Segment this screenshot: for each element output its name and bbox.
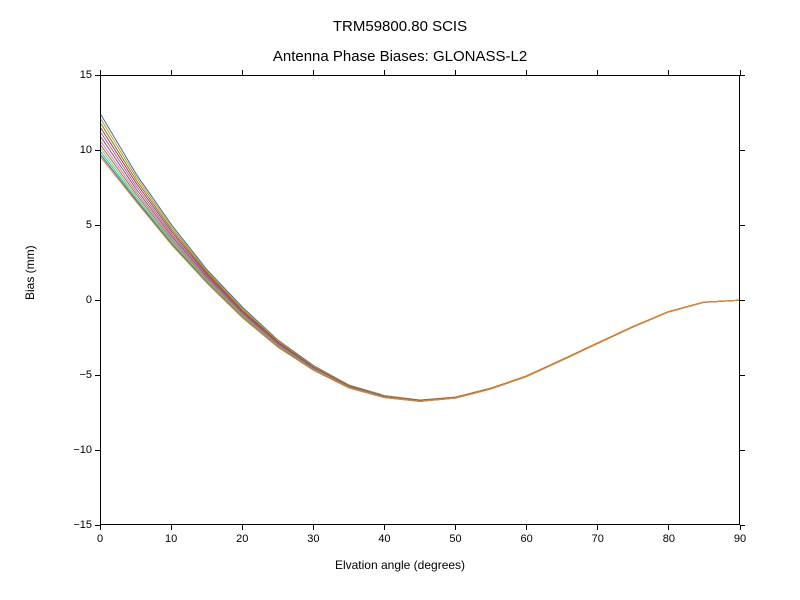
y-tick-mark [95, 375, 100, 376]
chart-container: TRM59800.80 SCIS Antenna Phase Biases: G… [0, 0, 800, 600]
line-series [101, 76, 739, 524]
x-tick-mark [668, 525, 669, 530]
x-tick-label: 50 [449, 533, 461, 545]
y-tick-mark [740, 300, 745, 301]
y-tick-label: 15 [62, 69, 92, 81]
x-tick-label: 60 [521, 533, 533, 545]
y-tick-mark [95, 300, 100, 301]
plot-area [100, 75, 740, 525]
x-tick-mark [740, 525, 741, 530]
x-tick-label: 80 [663, 533, 675, 545]
series-line [101, 157, 739, 401]
y-tick-label: −15 [62, 519, 92, 531]
y-tick-label: 10 [62, 144, 92, 156]
x-tick-mark [526, 525, 527, 530]
y-tick-mark [95, 450, 100, 451]
x-tick-label: 20 [236, 533, 248, 545]
y-tick-mark [740, 525, 745, 526]
chart-title: Antenna Phase Biases: GLONASS-L2 [0, 48, 800, 65]
x-tick-mark [526, 70, 527, 75]
x-tick-mark [100, 525, 101, 530]
x-tick-mark [313, 525, 314, 530]
series-line [101, 149, 739, 401]
x-tick-label: 40 [378, 533, 390, 545]
x-tick-label: 70 [592, 533, 604, 545]
x-axis-label: Elvation angle (degrees) [0, 558, 800, 572]
y-tick-label: 5 [62, 219, 92, 231]
y-tick-mark [95, 75, 100, 76]
x-tick-mark [597, 525, 598, 530]
y-tick-mark [95, 525, 100, 526]
series-line [101, 155, 739, 401]
series-line [101, 115, 739, 400]
x-tick-mark [171, 525, 172, 530]
x-tick-label: 0 [97, 533, 103, 545]
x-tick-label: 90 [734, 533, 746, 545]
y-tick-mark [740, 225, 745, 226]
y-tick-mark [740, 150, 745, 151]
x-tick-mark [384, 70, 385, 75]
x-tick-label: 10 [165, 533, 177, 545]
x-tick-mark [455, 525, 456, 530]
chart-suptitle: TRM59800.80 SCIS [0, 18, 800, 35]
x-tick-label: 30 [307, 533, 319, 545]
x-tick-mark [313, 70, 314, 75]
series-line [101, 152, 739, 401]
y-tick-label: −5 [62, 369, 92, 381]
x-tick-mark [171, 70, 172, 75]
y-tick-mark [740, 75, 745, 76]
x-tick-mark [384, 525, 385, 530]
y-tick-mark [740, 375, 745, 376]
y-axis-label: Bias (mm) [23, 245, 37, 300]
y-tick-mark [95, 225, 100, 226]
x-tick-mark [597, 70, 598, 75]
x-tick-mark [455, 70, 456, 75]
y-tick-mark [95, 150, 100, 151]
y-tick-label: −10 [62, 444, 92, 456]
y-tick-label: 0 [62, 294, 92, 306]
y-tick-mark [740, 450, 745, 451]
x-tick-mark [242, 70, 243, 75]
series-line [101, 145, 739, 401]
x-tick-mark [242, 525, 243, 530]
x-tick-mark [668, 70, 669, 75]
